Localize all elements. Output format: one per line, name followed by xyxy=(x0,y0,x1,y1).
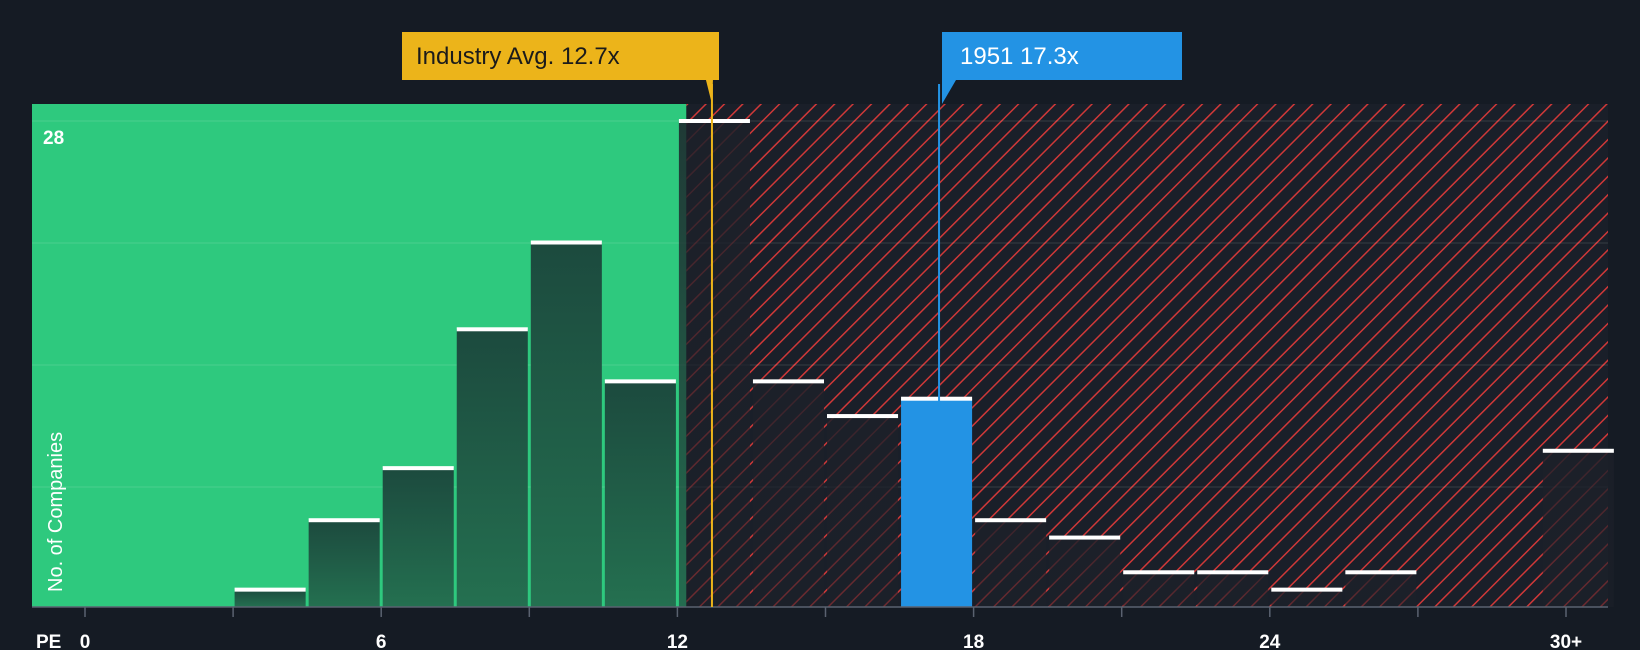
bar xyxy=(382,468,454,607)
bar-cap xyxy=(1345,570,1417,575)
bar-cap xyxy=(827,414,899,419)
x-tick-label: 24 xyxy=(1259,632,1281,650)
y-axis-label: No. of Companies xyxy=(45,432,67,592)
bar xyxy=(1049,537,1121,607)
bar xyxy=(1123,572,1195,607)
bar xyxy=(975,520,1047,607)
x-axis-label: PE xyxy=(36,632,61,650)
bar xyxy=(752,381,824,607)
industry-average-label: Industry Avg. 12.7x xyxy=(416,43,620,70)
bar xyxy=(456,329,528,607)
bar-company xyxy=(901,398,973,607)
bar-cap xyxy=(1271,587,1343,592)
bar-cap xyxy=(752,379,824,384)
bar-cap xyxy=(678,119,750,123)
bar-cap xyxy=(975,518,1047,523)
bar-cap xyxy=(1542,448,1614,453)
bar-cap xyxy=(1049,535,1121,540)
bar xyxy=(827,416,899,607)
bar xyxy=(604,381,676,607)
bar xyxy=(678,121,750,607)
bar xyxy=(1197,572,1269,607)
bar-cap xyxy=(901,396,973,401)
bar xyxy=(530,242,602,607)
bar-cap xyxy=(604,379,676,384)
bar xyxy=(1271,589,1343,607)
bar-cap xyxy=(1123,570,1195,575)
bar xyxy=(1542,450,1614,607)
x-tick-label: 0 xyxy=(80,632,91,650)
company-pe-label: 1951 17.3x xyxy=(960,43,1079,70)
bar xyxy=(308,520,380,607)
bar-cap xyxy=(530,240,602,245)
industry-average-callout: Industry Avg. 12.7x xyxy=(402,32,719,607)
bars xyxy=(234,119,1614,607)
x-tick-label: 12 xyxy=(667,632,688,650)
x-tick-label: 18 xyxy=(963,632,984,650)
y-max-label: 28 xyxy=(43,128,64,149)
bar xyxy=(234,589,306,607)
bar-cap xyxy=(234,587,306,592)
industry-average-box xyxy=(402,32,719,104)
plot-red-zone xyxy=(686,104,1608,607)
x-tick-label: 6 xyxy=(376,632,387,650)
bar-cap xyxy=(382,466,454,471)
company-callout: 1951 17.3x xyxy=(938,32,1182,407)
x-tick-label: 30+ xyxy=(1550,632,1582,650)
company-pe-box xyxy=(942,32,1182,104)
bar-cap xyxy=(456,327,528,332)
bar xyxy=(1345,572,1417,607)
x-ticks: 0 6 12 18 24 30+ xyxy=(80,607,1582,650)
bar-cap xyxy=(1197,570,1269,575)
bar-cap xyxy=(308,518,380,523)
